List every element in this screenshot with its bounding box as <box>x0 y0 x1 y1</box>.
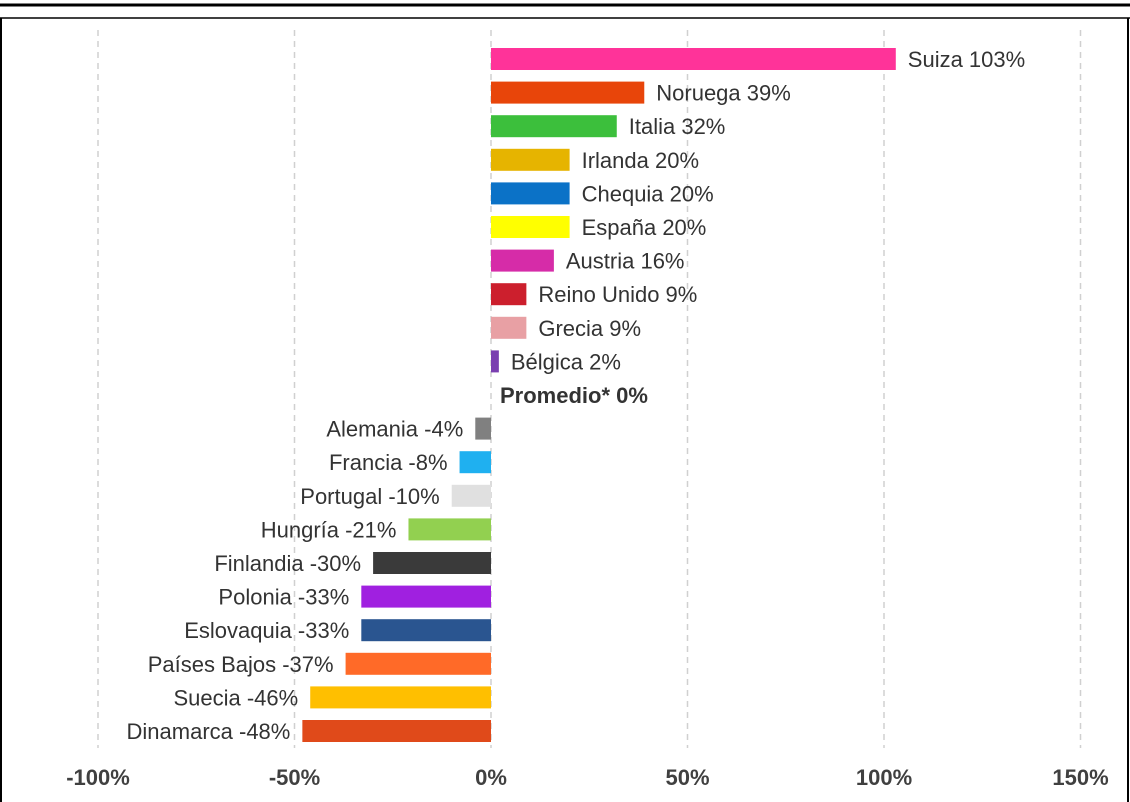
x-tick-label: 100% <box>856 765 912 790</box>
bar-label: Suiza 103% <box>908 47 1025 72</box>
x-tick-label: -100% <box>66 765 130 790</box>
bar-b-lgica <box>491 350 499 373</box>
bar-label: Noruega 39% <box>656 81 791 106</box>
chart-border <box>0 3 1130 802</box>
bar-austria <box>491 249 554 272</box>
bar-label: Chequia 20% <box>582 181 714 206</box>
bar-pa-ses-bajos <box>345 652 491 675</box>
bar-label: Bélgica 2% <box>511 349 621 374</box>
bar-francia <box>459 451 491 474</box>
bars <box>302 48 896 742</box>
x-tick-label: 0% <box>475 765 507 790</box>
x-tick-label: 150% <box>1052 765 1108 790</box>
bar-dinamarca <box>302 720 491 742</box>
bar-label: Austria 16% <box>566 249 685 274</box>
bar-irlanda <box>491 148 570 171</box>
bar-portugal <box>451 484 491 507</box>
bar-label: Reino Unido 9% <box>538 282 697 307</box>
bar-noruega <box>491 81 645 104</box>
x-tick-label: 50% <box>665 765 709 790</box>
bar-label: Hungría -21% <box>261 517 397 542</box>
bar-hungr-a <box>408 518 491 541</box>
bar-label: Italia 32% <box>629 114 726 139</box>
bar-label: Polonia -33% <box>218 585 349 610</box>
bar-eslovaquia <box>361 619 491 642</box>
bar-suecia <box>310 686 491 709</box>
bar-label: Irlanda 20% <box>582 148 699 173</box>
bar-label: Francia -8% <box>329 450 448 475</box>
bar-polonia <box>361 585 491 608</box>
bar-reino-unido <box>491 283 527 306</box>
x-tick-label: -50% <box>269 765 320 790</box>
bar-italia <box>491 115 617 138</box>
bar-labels: Suiza 103% Noruega 39% Italia 32% Irlanda 2… <box>127 47 1026 744</box>
bar-label: Eslovaquia -33% <box>184 618 349 643</box>
bar-label: Países Bajos -37% <box>148 652 334 677</box>
bar-finlandia <box>373 552 491 574</box>
bar-label: Promedio* 0% <box>500 383 648 408</box>
bar-label: Alemania -4% <box>326 417 463 442</box>
bar-label: Portugal -10% <box>300 484 439 509</box>
x-axis-ticks: -100% -50% 0% 50% 100% 150% <box>66 765 1108 790</box>
bar-label: Suecia -46% <box>173 685 298 710</box>
bar-label: Grecia 9% <box>538 316 641 341</box>
bar-suiza <box>491 48 896 70</box>
bar-alemania <box>475 417 491 440</box>
bar-chequia <box>491 182 570 205</box>
bar-label: Dinamarca -48% <box>127 719 291 744</box>
bar-label: España 20% <box>582 215 707 240</box>
bar-espa-a <box>491 216 570 238</box>
bar-grecia <box>491 316 527 339</box>
bar-label: Finlandia -30% <box>214 551 361 576</box>
